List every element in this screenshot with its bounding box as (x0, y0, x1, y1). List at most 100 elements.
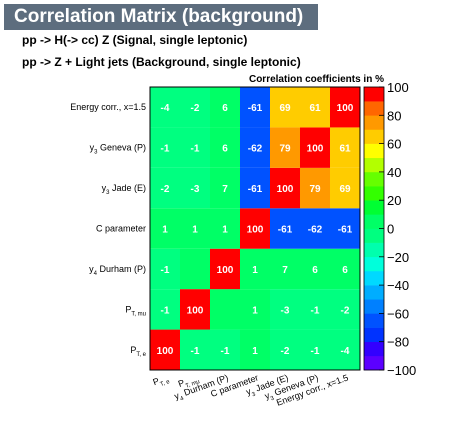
cell-value-label: -1 (161, 305, 170, 316)
cell-value-label: 6 (312, 265, 318, 276)
cell-value-label: -61 (278, 225, 293, 236)
cell-value-label: 61 (309, 103, 321, 114)
cell-value-label: 100 (217, 265, 234, 276)
color-scale-swatch (364, 256, 384, 272)
heatmap-cell (240, 329, 270, 370)
heatmap-cell (240, 167, 270, 209)
cell-value-label: 6 (222, 144, 228, 155)
color-scale-swatch (364, 214, 384, 229)
heatmap-cell (180, 127, 210, 168)
heatmap-cell (210, 329, 240, 370)
y-tick-label: y3 Geneva (P) (90, 143, 146, 156)
cell-value-label: -1 (191, 346, 200, 357)
heatmap-cell (150, 127, 180, 168)
cell-value-label: 1 (192, 225, 198, 236)
color-scale-tick-label: 80 (387, 108, 401, 123)
heatmap-cell (180, 87, 210, 128)
banner-title: Correlation Matrix (background) (4, 4, 318, 30)
heatmap-cell (300, 289, 330, 330)
cell-value-label: 7 (222, 184, 228, 195)
color-scale-swatch (364, 270, 384, 286)
heatmap-cell (330, 248, 360, 290)
heatmap-cell (180, 167, 210, 209)
heatmap-cell (210, 289, 240, 330)
cell-value-label: -1 (161, 265, 170, 276)
heatmap-cell (210, 167, 240, 209)
color-scale-tick-label: −40 (387, 278, 409, 293)
cell-value-label: 6 (342, 265, 348, 276)
color-scale-swatch (364, 101, 384, 116)
color-scale-swatch (364, 285, 384, 300)
heatmap-cells: 100 -1 -1 1 -2 -1 -4-1 100 1 -3 -1 -2-1 100 1 7 6 61 1 1 10… (149, 86, 361, 371)
heatmap-cell (330, 127, 360, 168)
heatmap-cell (270, 127, 300, 168)
chart-title: Correlation coefficients in % (249, 74, 384, 85)
color-scale-swatch (364, 115, 384, 130)
cell-value-label: -62 (248, 144, 263, 155)
cell-value-label: -3 (281, 305, 290, 316)
cell-value-label: 1 (222, 225, 228, 236)
cell-value-label: -1 (221, 346, 230, 357)
x-tick-label: PT, e (152, 372, 172, 390)
heatmap-cell (210, 208, 240, 249)
cell-value-label: 100 (157, 346, 174, 357)
heatmap-cell (300, 208, 330, 249)
cell-value-label: -1 (311, 346, 320, 357)
heatmap-cell (210, 87, 240, 128)
cell-value-label: 1 (252, 305, 258, 316)
heatmap-cell (240, 289, 270, 330)
y-tick-label: PT, e (130, 345, 146, 358)
color-scale-tick-label: 100 (387, 80, 409, 95)
heatmap-cell (270, 289, 300, 330)
cell-value-label: 100 (337, 103, 354, 114)
cell-value-label: 6 (222, 103, 228, 114)
cell-value-label: 79 (279, 144, 291, 155)
heatmap-cell (300, 329, 330, 370)
heatmap-cell (180, 329, 210, 370)
color-scale-tick-label: −20 (387, 250, 409, 265)
color-scale-swatch (364, 87, 384, 102)
color-scale-swatch (364, 143, 384, 159)
color-scale-swatch (364, 228, 384, 243)
color-scale-swatch (364, 313, 384, 328)
cell-value-label: -62 (308, 225, 323, 236)
background-process-label: pp -> Z + Light jets (Background, single… (22, 55, 301, 69)
heatmap-cell (330, 289, 360, 330)
heatmap-cell (150, 289, 180, 330)
cell-value-label: 1 (252, 265, 258, 276)
cell-value-label: -4 (161, 103, 170, 114)
cell-value-label: 7 (282, 265, 288, 276)
heatmap-cell (210, 127, 240, 168)
heatmap-cell (330, 167, 360, 209)
signal-process-label: pp -> H(-> cc) Z (Signal, single leptoni… (22, 33, 248, 47)
heatmap-cell (240, 127, 270, 168)
color-scale-swatch (364, 355, 384, 371)
color-scale: 100 80 60 40 20 0 −20 −40 −60 −80 −100 (363, 80, 416, 378)
heatmap-cell (150, 87, 180, 128)
heatmap-cell (300, 87, 330, 128)
cell-value-label: 1 (252, 346, 258, 357)
cell-value-label: -1 (311, 305, 320, 316)
cell-value-label: 100 (277, 184, 294, 195)
cell-value-label: -1 (191, 144, 200, 155)
cell-value-label: -61 (338, 225, 353, 236)
cell-value-label: 100 (307, 144, 324, 155)
heatmap-cell (240, 208, 270, 249)
heatmap-cell (270, 248, 300, 290)
heatmap-cell (330, 329, 360, 370)
color-scale-tick-label: 40 (387, 165, 401, 180)
y-tick-label: Energy corr., x=1.5 (70, 102, 146, 112)
heatmap-cell (300, 127, 330, 168)
heatmap-cell (150, 248, 180, 290)
cell-value-label: -1 (161, 144, 170, 155)
color-scale-swatch (364, 157, 384, 173)
color-scale-swatch (364, 200, 384, 215)
color-scale-tick-label: −80 (387, 335, 409, 350)
y-axis-labels: PT, e PT, mu y4 Durham (P) C parameter y3 Ja… (70, 102, 146, 358)
y-tick-label: y4 Durham (P) (89, 264, 146, 277)
cell-value-label: 1 (162, 225, 168, 236)
color-scale-tick-label: −60 (387, 306, 409, 321)
color-scale-swatch (364, 327, 384, 342)
color-scale-tick-label: 0 (387, 222, 394, 237)
